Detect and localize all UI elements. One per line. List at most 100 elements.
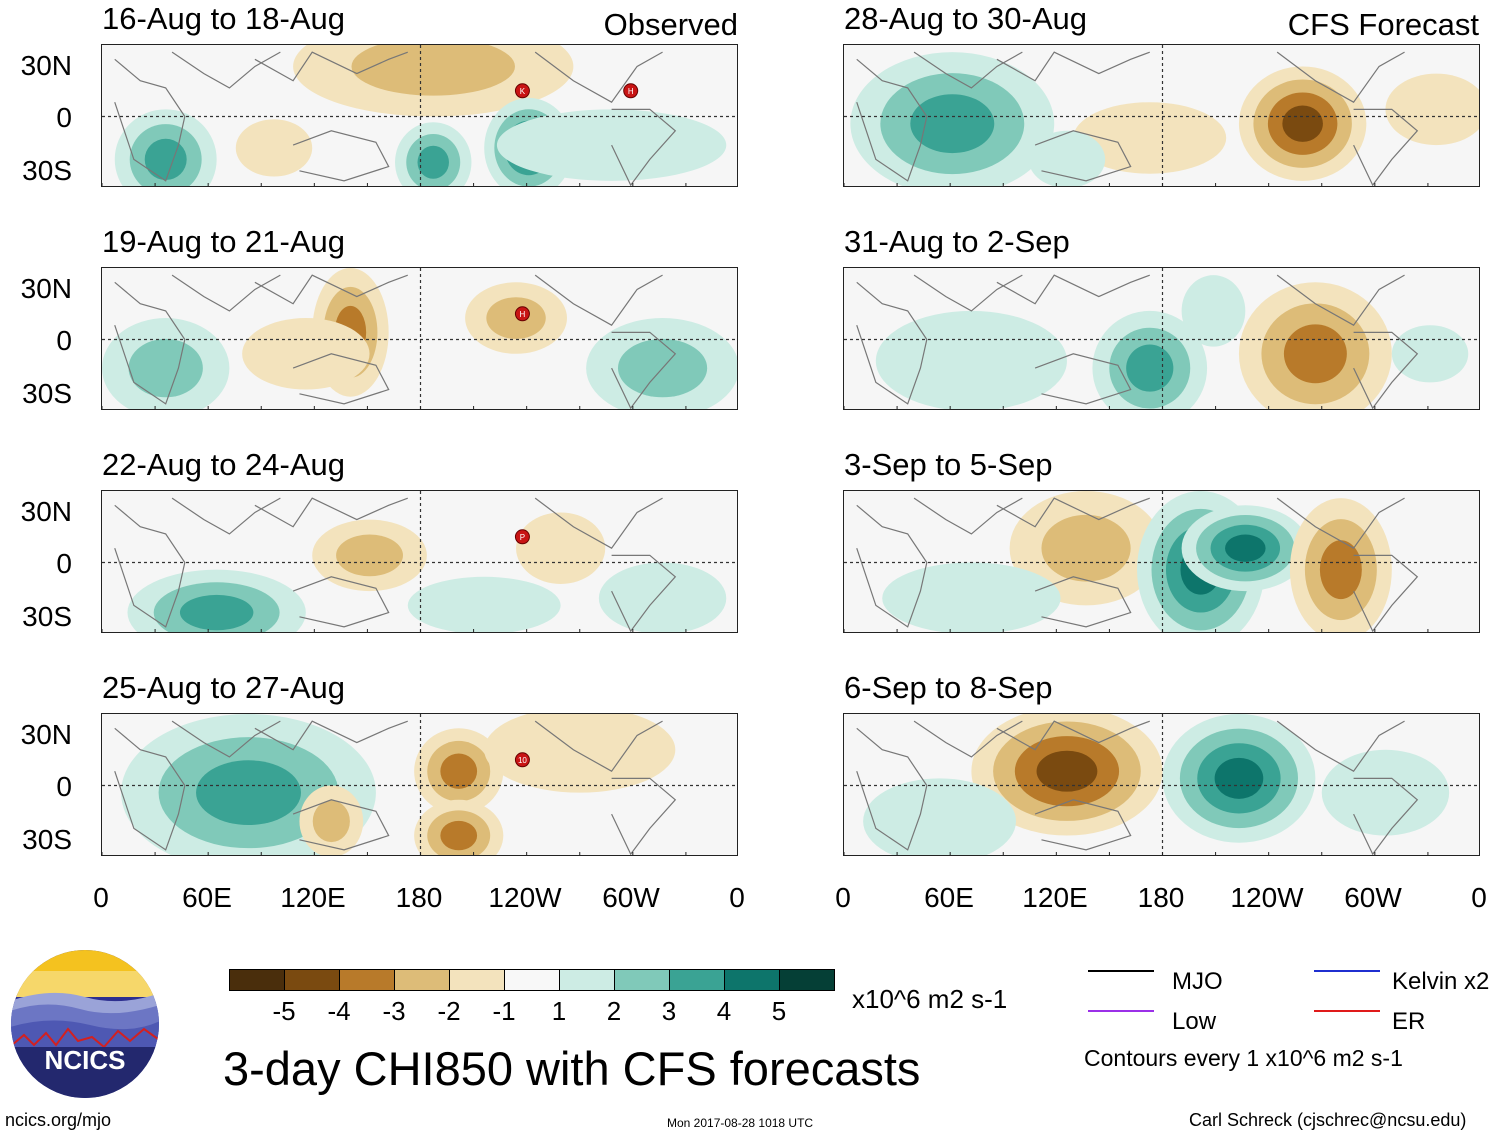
coastline xyxy=(611,331,677,409)
colorbar-label: 1 xyxy=(551,996,567,1026)
colorbar-label: -2 xyxy=(437,996,461,1026)
anomaly-contour xyxy=(1126,344,1174,392)
anomaly-contour xyxy=(1391,325,1469,383)
anomaly-contour xyxy=(1283,324,1347,384)
colorbar-swatch xyxy=(669,969,725,991)
anomaly-contour xyxy=(1282,105,1323,142)
storm-marker: H xyxy=(623,83,639,99)
chart-title: 3-day CHI850 with CFS forecasts xyxy=(223,1042,921,1095)
lat-label: 30S xyxy=(22,378,72,409)
legend-line-low xyxy=(1088,1010,1154,1012)
coastline xyxy=(1034,353,1132,405)
anomaly-contour xyxy=(235,119,313,177)
lat-label: 0 xyxy=(56,548,72,579)
coastline xyxy=(611,554,677,632)
colorbar-swatch xyxy=(614,969,670,991)
lon-label: 120E xyxy=(280,882,346,913)
map-panel: H xyxy=(101,267,738,410)
colorbar-swatch xyxy=(339,969,395,991)
legend-line-mjo xyxy=(1088,970,1154,972)
coastline xyxy=(254,274,408,305)
anomaly-contour xyxy=(1181,275,1246,347)
storm-marker: K xyxy=(514,83,530,99)
colorbar-swatch xyxy=(394,969,450,991)
anomaly-contour xyxy=(179,594,254,631)
lat-label: 0 xyxy=(56,771,72,802)
storm-marker: P xyxy=(514,529,530,545)
legend-label-mjo: MJO xyxy=(1172,968,1223,995)
coastline xyxy=(114,504,186,628)
anomaly-contour xyxy=(417,145,449,179)
anomaly-contour xyxy=(486,297,546,339)
forecast-header: CFS Forecast xyxy=(1287,7,1479,42)
panel-title: 25-Aug to 27-Aug xyxy=(102,670,346,705)
panel-title: 22-Aug to 24-Aug xyxy=(102,447,346,482)
coastline xyxy=(856,504,928,628)
anomaly-contour xyxy=(875,310,1067,409)
lat-label: 0 xyxy=(56,102,72,133)
coastline xyxy=(611,108,677,186)
colorbar-label: -3 xyxy=(382,996,406,1026)
coastline xyxy=(534,497,663,549)
lon-label: 120E xyxy=(1022,882,1088,913)
legend-line-kelvin xyxy=(1314,970,1380,972)
anomaly-contour xyxy=(1385,73,1479,146)
anomaly-contour xyxy=(1319,540,1362,600)
colorbar-swatch xyxy=(284,969,340,991)
colorbar-label: 5 xyxy=(771,996,787,1026)
colorbar-label: 2 xyxy=(606,996,622,1026)
lon-label: 120W xyxy=(488,882,562,913)
map-svg xyxy=(844,714,1479,855)
map-panel: 10 xyxy=(101,713,738,856)
panel-title: 16-Aug to 18-Aug xyxy=(102,1,346,36)
colorbar-label: -4 xyxy=(327,996,351,1026)
anomaly-contour xyxy=(598,562,727,632)
anomaly-contour xyxy=(128,338,203,398)
footer-timestamp: Mon 2017-08-28 1018 UTC xyxy=(667,1116,814,1130)
lat-label: 30N xyxy=(20,496,72,527)
anomaly-contour xyxy=(910,94,995,154)
coastline xyxy=(171,720,281,758)
colorbar-label: 3 xyxy=(661,996,677,1026)
coastline xyxy=(114,58,186,182)
map-svg: H xyxy=(102,268,737,409)
coastline xyxy=(913,720,1023,758)
colorbar-swatch xyxy=(779,969,835,991)
legend-label-er: ER xyxy=(1392,1008,1426,1035)
colorbar-swatch xyxy=(724,969,780,991)
anomaly-contour xyxy=(863,778,1016,855)
coastline xyxy=(996,720,1150,751)
panel-title: 6-Sep to 8-Sep xyxy=(844,670,1053,705)
lon-label: 60W xyxy=(1344,882,1402,913)
anomaly-contour xyxy=(516,512,606,584)
coastline xyxy=(996,497,1150,528)
legend-label-kelvin: Kelvin x2 xyxy=(1392,968,1490,995)
anomaly-contour xyxy=(196,760,301,826)
anomaly-contour xyxy=(1073,102,1227,174)
panel-title: 3-Sep to 5-Sep xyxy=(844,447,1053,482)
svg-text:H: H xyxy=(628,87,634,96)
coastline xyxy=(254,497,408,528)
coastline xyxy=(1034,576,1132,628)
anomaly-contour xyxy=(1321,749,1450,836)
coastline xyxy=(913,497,1023,535)
colorbar-swatch xyxy=(229,969,285,991)
anomaly-contour xyxy=(882,562,1061,632)
coastline xyxy=(1276,274,1405,326)
coastline xyxy=(913,51,1023,89)
coastline xyxy=(292,353,390,405)
coastline xyxy=(534,51,663,103)
coastline xyxy=(1276,51,1405,103)
ncics-logo: NCICS xyxy=(10,949,160,1099)
coastline xyxy=(1034,799,1132,851)
coastline xyxy=(292,799,390,851)
coastline xyxy=(254,51,408,82)
colorbar-label: -5 xyxy=(272,996,296,1026)
coastline xyxy=(1353,331,1419,409)
map-panel: P xyxy=(101,490,738,633)
footer-url[interactable]: ncics.org/mjo xyxy=(5,1110,112,1130)
map-panel xyxy=(843,490,1480,633)
colorbar-swatch xyxy=(504,969,560,991)
anomaly-contour xyxy=(407,576,561,632)
